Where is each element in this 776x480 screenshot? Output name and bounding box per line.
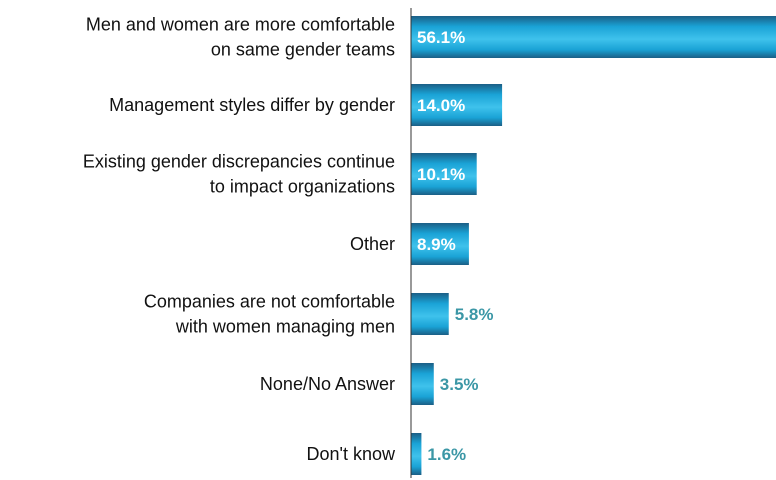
category-label-line: Existing gender discrepancies continue <box>83 152 395 172</box>
bar-2 <box>411 153 477 195</box>
value-label-6: 1.6% <box>427 445 466 464</box>
value-label-5: 3.5% <box>440 375 479 394</box>
category-label-line: Other <box>350 234 395 254</box>
category-label-line: Companies are not comfortable <box>144 292 395 312</box>
bar-3 <box>411 223 469 265</box>
value-label-3: 8.9% <box>417 235 456 254</box>
category-label-1: Management styles differ by gender <box>109 95 395 115</box>
bar-6 <box>411 433 422 475</box>
bar-1 <box>411 84 503 126</box>
category-label-2: Existing gender discrepancies continue to… <box>83 152 395 197</box>
category-label-6: Don't know <box>307 444 396 464</box>
value-labels-layer: 56.1% 14.0% 10.1% 8.9% 5.8% 3.5% 1.6% <box>417 28 493 464</box>
category-label-5: None/No Answer <box>260 374 395 394</box>
bars-layer <box>411 16 776 475</box>
category-label-line: Men and women are more comfortable <box>86 15 395 35</box>
category-label-4: Companies are not comfortable with women … <box>144 292 395 337</box>
category-labels-layer: Men and women are more comfortable on sam… <box>83 15 396 465</box>
category-label-3: Other <box>350 234 395 254</box>
category-label-line: Don't know <box>307 444 396 464</box>
bar-5 <box>411 363 434 405</box>
value-label-0: 56.1% <box>417 28 465 47</box>
category-label-line: on same gender teams <box>211 40 395 60</box>
category-label-0: Men and women are more comfortable on sam… <box>86 15 395 60</box>
category-label-line: with women managing men <box>175 317 395 337</box>
value-label-2: 10.1% <box>417 165 465 184</box>
category-label-line: Management styles differ by gender <box>109 95 395 115</box>
category-label-line: None/No Answer <box>260 374 395 394</box>
bar-4 <box>411 293 449 335</box>
category-label-line: to impact organizations <box>210 177 395 197</box>
value-label-4: 5.8% <box>455 305 494 324</box>
bar-0 <box>411 16 776 58</box>
value-label-1: 14.0% <box>417 96 465 115</box>
